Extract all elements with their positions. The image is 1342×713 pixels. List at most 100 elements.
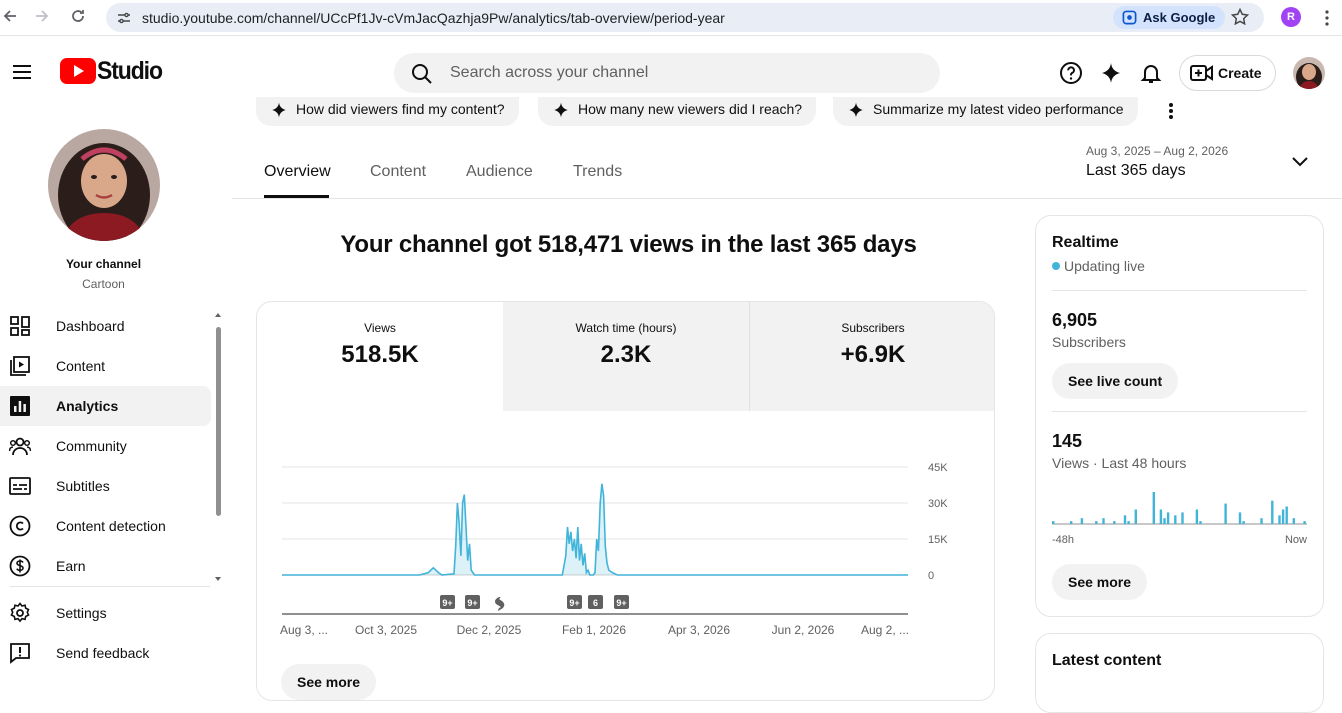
realtime-bar-chart[interactable] [1052,488,1307,526]
realtime-bar[interactable] [1181,512,1184,524]
ask-google-label: Ask Google [1143,10,1216,25]
realtime-bar[interactable] [1224,503,1227,524]
upload-marker[interactable] [567,595,582,609]
community-icon [9,437,31,456]
channel-avatar[interactable] [48,129,160,241]
realtime-bar[interactable] [1159,509,1163,525]
chevron-down-icon[interactable] [1290,155,1310,169]
realtime-bar[interactable] [1095,521,1098,524]
realtime-see-more-button[interactable]: See more [1052,564,1148,600]
upload-marker[interactable] [614,595,629,609]
create-button[interactable]: Create [1179,55,1276,91]
realtime-bar[interactable] [1102,518,1105,524]
tab-overview[interactable]: Overview [264,163,331,180]
realtime-bar[interactable] [1080,518,1084,524]
sidebar-label-analytics: Analytics [56,398,119,414]
realtime-bar[interactable] [1195,509,1199,525]
site-info-icon[interactable] [116,10,132,26]
metric-tab-views[interactable]: Views 518.5K [257,302,503,411]
date-range-selector[interactable]: Aug 3, 2025 – Aug 2, 2026 Last 365 days [1086,144,1228,180]
sidebar-item-settings[interactable]: Settings [0,593,211,633]
realtime-bar[interactable] [1163,518,1166,524]
notifications-bell-icon[interactable] [1139,61,1163,85]
suggestion-chip-new-viewers[interactable]: How many new viewers did I reach? [538,97,817,126]
sidebar-label-settings: Settings [56,605,107,621]
realtime-bar[interactable] [1292,518,1295,524]
realtime-bar[interactable] [1285,506,1288,525]
sidebar-item-content-detection[interactable]: Content detection [0,506,211,546]
copyright-icon [9,515,31,537]
realtime-card: Realtime Updating live 6,905 Subscribers… [1035,215,1324,617]
realtime-bar[interactable] [1260,518,1263,524]
forward-icon[interactable] [32,8,52,28]
upload-marker[interactable] [440,595,455,609]
search-box[interactable] [394,53,940,93]
realtime-bar[interactable] [1238,512,1242,524]
sidebar-item-community[interactable]: Community [0,426,211,466]
sidebar-label-dashboard: Dashboard [56,318,125,334]
x-tick-label: Oct 3, 2025 [355,623,417,637]
realtime-bar[interactable] [1113,521,1116,524]
see-live-count-button[interactable]: See live count [1052,363,1179,399]
chart-see-more-button[interactable]: See more [281,664,377,700]
realtime-bar[interactable] [1281,509,1285,525]
metric-value: 2.3K [600,341,652,368]
realtime-bar[interactable] [1127,521,1130,524]
more-options-icon[interactable] [1166,101,1176,121]
sidebar-item-earn[interactable]: Earn [0,546,211,586]
sidebar-item-subtitles[interactable]: Subtitles [0,466,211,506]
suggestion-chip-summarize[interactable]: Summarize my latest video performance [833,97,1138,126]
video-plus-icon [1190,65,1213,81]
tab-trends[interactable]: Trends [573,163,623,180]
address-bar[interactable]: studio.youtube.com/channel/UCcPf1Jv-cVmJ… [106,3,1264,32]
scroll-up-arrow[interactable] [215,313,221,317]
shorts-marker-icon[interactable] [495,597,505,611]
realtime-bar[interactable] [1152,492,1155,524]
realtime-bar[interactable] [1174,515,1177,524]
earn-icon [9,555,31,577]
tab-audience[interactable]: Audience [466,163,533,180]
realtime-bar[interactable] [1166,512,1170,524]
realtime-bar[interactable] [1278,515,1281,524]
search-input[interactable] [450,53,920,93]
metric-tab-watch-time[interactable]: Watch time (hours) 2.3K [503,302,749,411]
sidebar-scrollbar[interactable] [216,327,221,516]
youtube-logo-icon[interactable] [60,58,96,84]
studio-logo-text[interactable]: Studio [97,57,163,85]
reload-icon[interactable] [68,8,88,28]
menu-icon[interactable] [12,64,32,80]
realtime-bar[interactable] [1052,521,1055,524]
realtime-bar[interactable] [1242,521,1245,524]
upload-marker[interactable] [588,595,603,609]
realtime-bar[interactable] [1123,515,1127,524]
realtime-bar[interactable] [1271,500,1274,524]
realtime-bar[interactable] [1070,521,1073,524]
tab-content[interactable]: Content [370,163,427,180]
sidebar-item-send-feedback[interactable]: Send feedback [0,633,211,673]
sidebar-item-analytics[interactable]: Analytics [0,386,211,426]
account-avatar[interactable] [1293,57,1325,89]
back-icon[interactable] [0,8,20,28]
help-icon[interactable] [1059,61,1083,85]
metric-value: +6.9K [840,341,906,368]
realtime-bar[interactable] [1303,521,1306,524]
browser-menu-icon[interactable] [1320,8,1334,28]
realtime-bar[interactable] [1199,521,1202,524]
scroll-down-arrow[interactable] [215,577,221,581]
metric-tab-subscribers[interactable]: Subscribers +6.9K [749,302,994,411]
views-line-chart[interactable]: 45K 30K 15K 0 9+ 9+ 9+ 6 9+ Aug 3, ... Oct 3, 2025… [257,411,995,671]
metric-value: 518.5K [341,341,419,368]
sidebar-item-content[interactable]: Content [0,346,211,386]
bookmark-star-icon[interactable] [1230,7,1250,27]
suggestion-chip-discovery[interactable]: How did viewers find my content? [256,97,519,126]
ask-google-button[interactable]: Ask Google [1113,6,1226,29]
upload-marker[interactable] [465,595,480,609]
sidebar-label-content-detection: Content detection [56,518,166,534]
sparkle-icon[interactable] [1099,61,1123,85]
browser-profile-avatar[interactable]: R [1281,7,1301,27]
realtime-bar[interactable] [1134,509,1137,525]
x-tick-label: Dec 2, 2025 [457,623,522,637]
sidebar-item-dashboard[interactable]: Dashboard [0,306,211,346]
dashboard-icon [10,316,30,336]
url-text[interactable]: studio.youtube.com/channel/UCcPf1Jv-cVmJ… [142,10,725,26]
